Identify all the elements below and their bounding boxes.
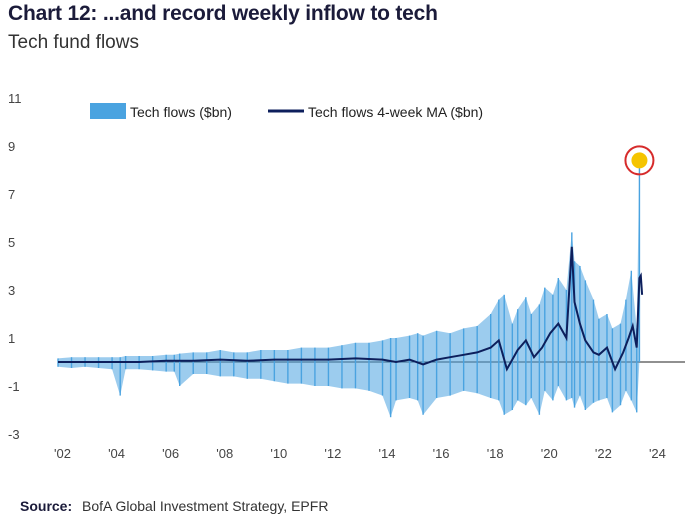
chart-title: Chart 12: ...and record weekly inflow to… (8, 2, 438, 25)
x-axis: '02 '04 '06 '08 '10 '12 '14 '16 '18 '20 '22 '24 (54, 446, 666, 461)
x-tick-label: '18 (487, 446, 504, 461)
record-inflow-highlight (624, 145, 655, 176)
source-label: Source: (20, 498, 73, 514)
y-tick-label: 7 (8, 187, 15, 202)
x-tick-label: '14 (379, 446, 396, 461)
y-axis: -3 -1 1 3 5 7 9 11 (8, 91, 22, 442)
x-tick-label: '10 (270, 446, 287, 461)
highlight-ring (624, 145, 655, 176)
y-tick-label: 5 (8, 235, 15, 250)
x-tick-label: '24 (649, 446, 666, 461)
flows-envelope (58, 160, 640, 418)
highlight-dot (631, 152, 648, 169)
source-note: Source: BofA Global Investment Strategy,… (20, 498, 328, 514)
legend-swatch-flows (90, 103, 126, 119)
y-tick-label: 1 (8, 331, 15, 346)
y-tick-label: 3 (8, 283, 15, 298)
x-tick-label: '20 (541, 446, 558, 461)
chart-svg: Tech flows ($bn) Tech flows 4-week MA ($… (8, 91, 685, 461)
x-tick-label: '04 (108, 446, 125, 461)
x-tick-label: '02 (54, 446, 71, 461)
x-tick-label: '06 (162, 446, 179, 461)
x-tick-label: '12 (324, 446, 341, 461)
legend-label-flows: Tech flows ($bn) (130, 104, 232, 120)
x-tick-label: '16 (433, 446, 450, 461)
source-text: BofA Global Investment Strategy, EPFR (82, 498, 329, 514)
y-tick-label: 11 (8, 91, 22, 106)
series-tech-flows-ma (58, 246, 644, 372)
y-tick-label: -3 (8, 427, 20, 442)
x-tick-label: '22 (595, 446, 612, 461)
chart-subtitle: Tech fund flows (8, 32, 139, 53)
legend: Tech flows ($bn) Tech flows 4-week MA ($… (90, 103, 483, 120)
x-tick-label: '08 (216, 446, 233, 461)
y-tick-label: -1 (8, 379, 20, 394)
legend-label-ma: Tech flows 4-week MA ($bn) (308, 104, 483, 120)
y-tick-label: 9 (8, 139, 15, 154)
series-tech-flows (57, 160, 641, 418)
